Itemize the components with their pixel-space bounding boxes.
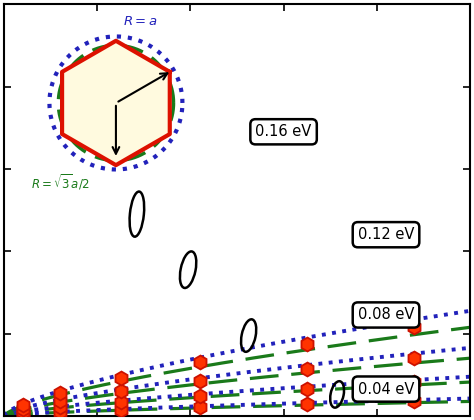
Text: 0.12 eV: 0.12 eV [358, 227, 414, 242]
Text: 0.16 eV: 0.16 eV [255, 124, 312, 139]
Text: 0.08 eV: 0.08 eV [358, 307, 414, 323]
Text: 0.04 eV: 0.04 eV [358, 382, 414, 396]
